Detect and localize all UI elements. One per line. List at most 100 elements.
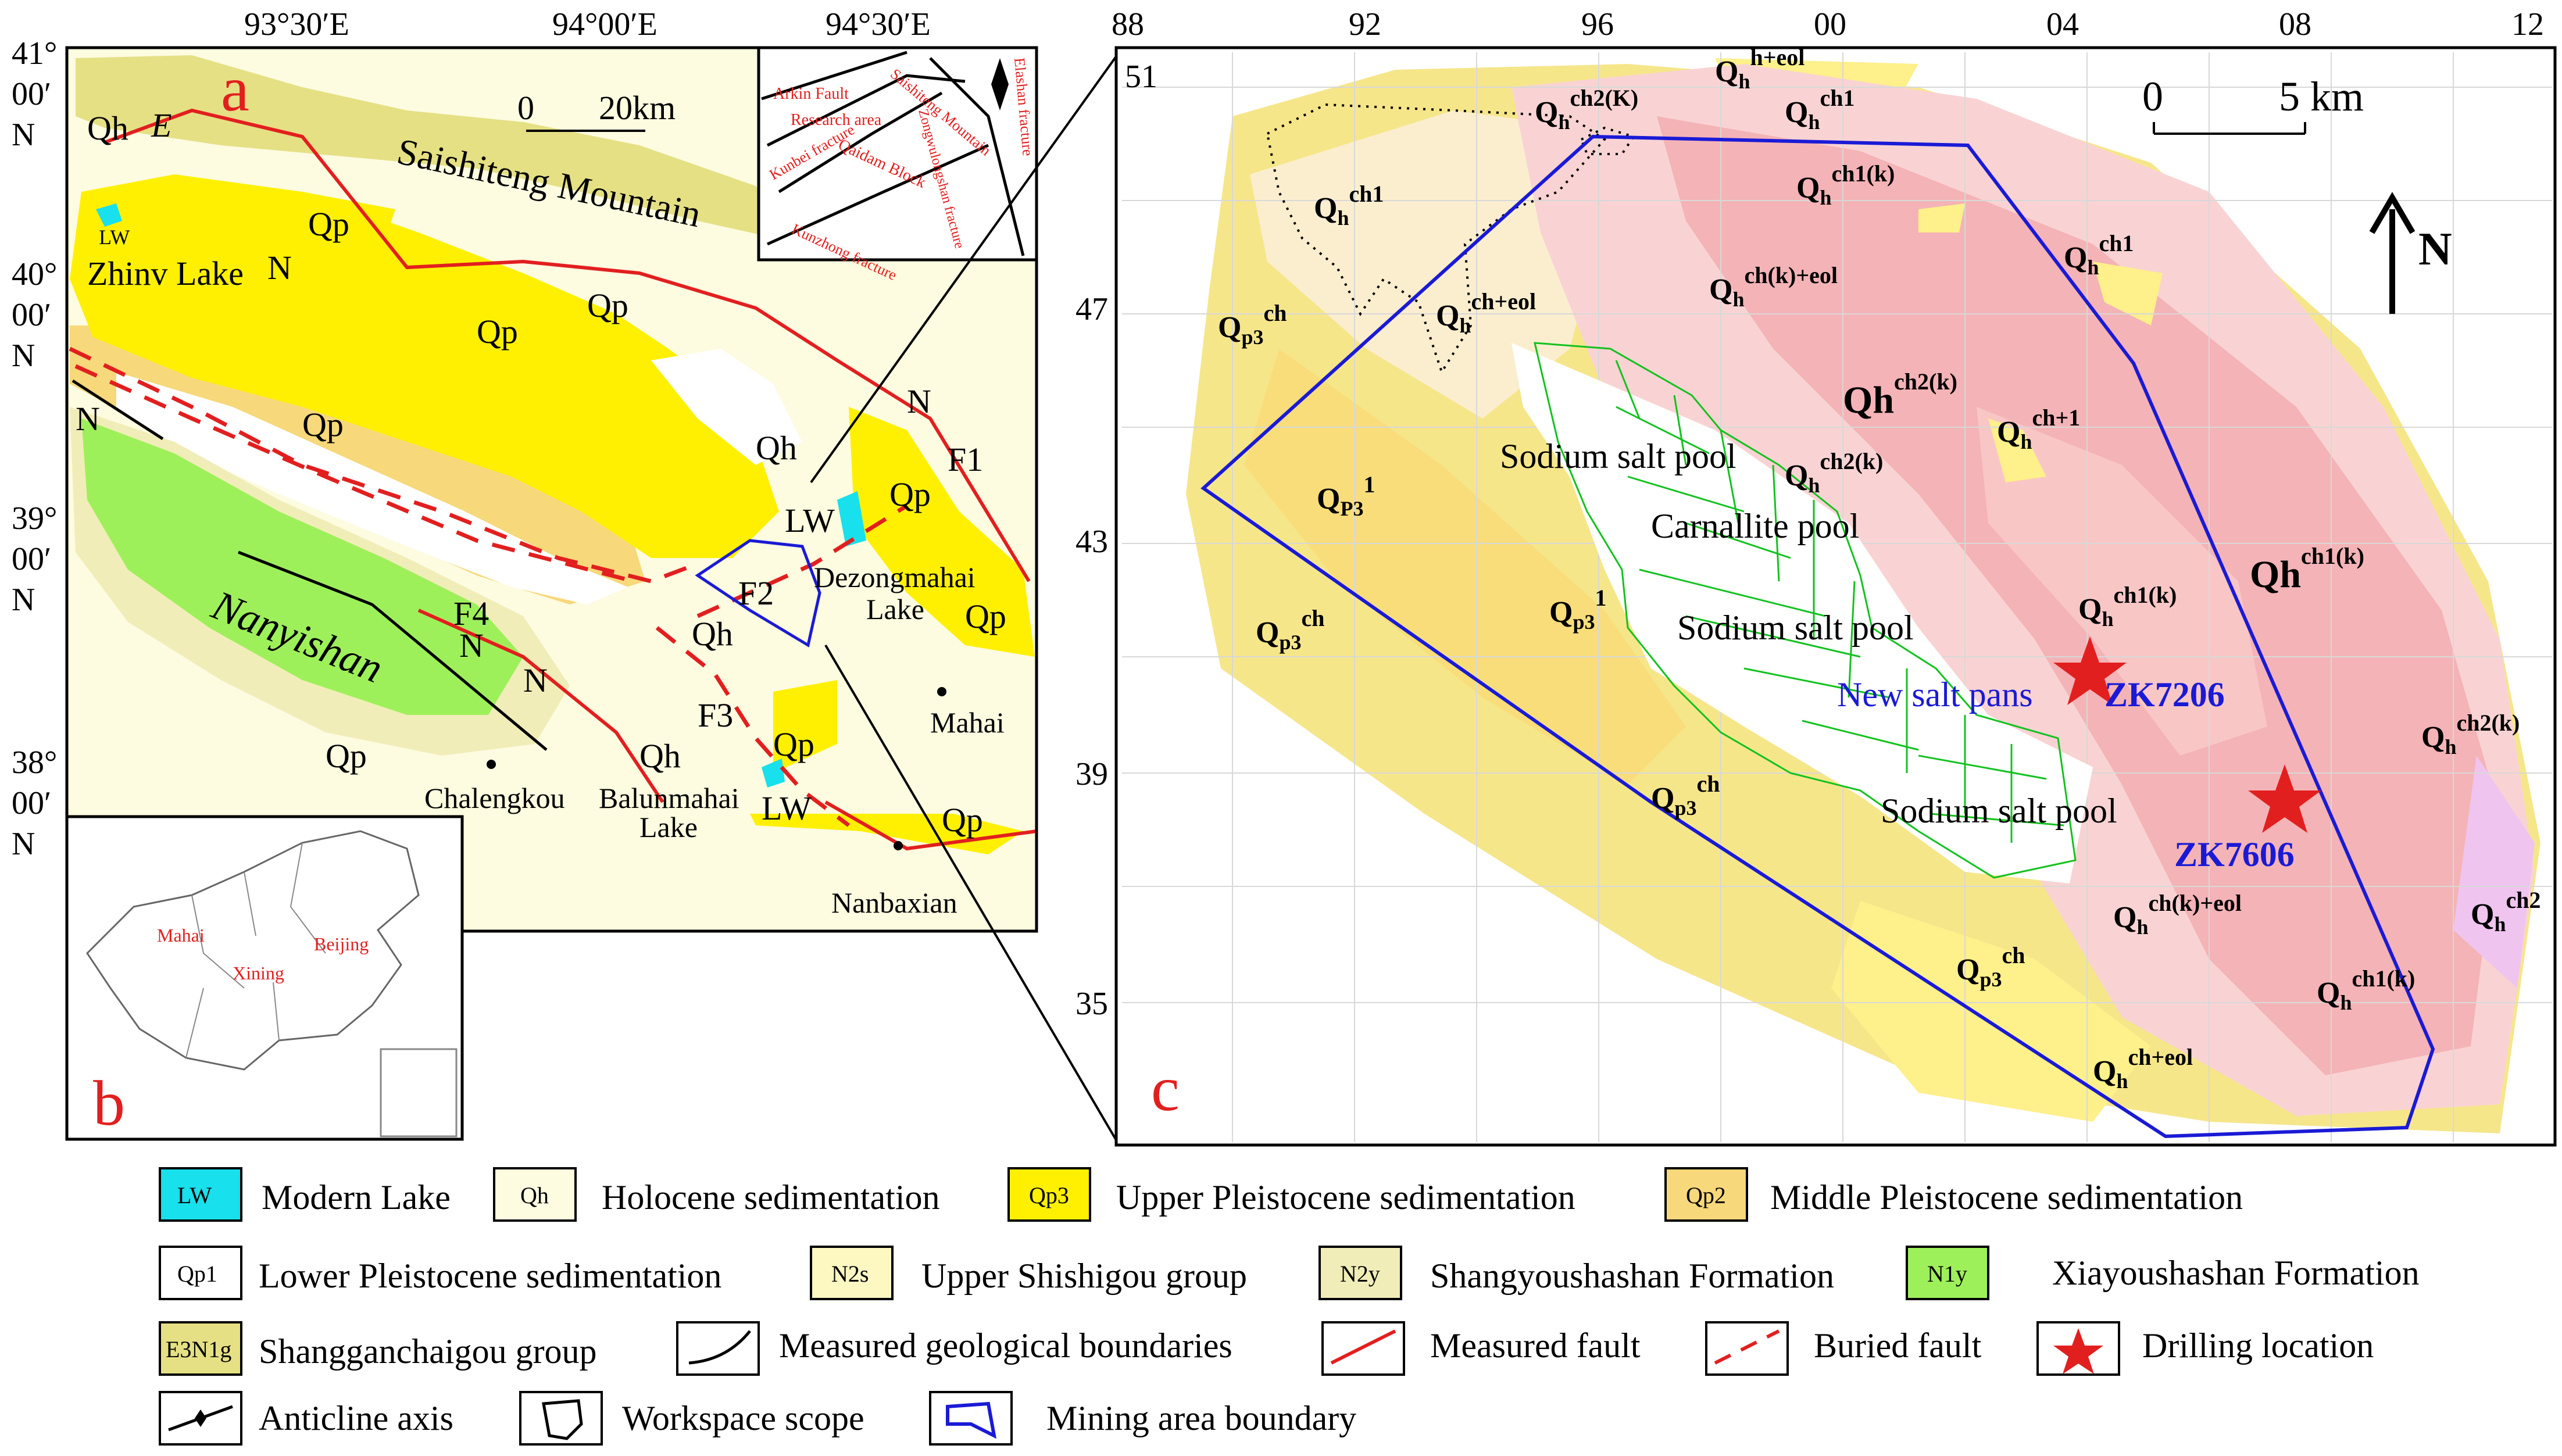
legend-label: Modern Lake — [262, 1178, 451, 1217]
svg-text:Qp3ch: Qp3ch — [1256, 605, 1324, 654]
unit-label-c: QP31 — [1317, 471, 1375, 520]
unit-label-e3n1g: E — [151, 106, 171, 144]
svg-text:Qhch2(k): Qhch2(k) — [1843, 369, 1957, 421]
svg-text:Qhch+eol: Qhch+eol — [1436, 288, 1536, 337]
label-beijing: Beijing — [314, 933, 369, 954]
label-balunmahai-lake: Lake — [639, 811, 698, 843]
unit-label-n1y: N — [76, 400, 100, 438]
legend-swatch-lw — [159, 1167, 242, 1222]
workspace-dotted-outline — [1266, 103, 1607, 375]
label-xining: Xining — [233, 963, 284, 983]
panel-a: Arkin Fault Saishiteng Mountain Research… — [12, 6, 1038, 933]
label-zk7206: ZK7206 — [2104, 675, 2225, 714]
legend-swatch-boundary — [676, 1321, 760, 1376]
unit-label-c: Qhch+1 — [1997, 405, 2080, 453]
unit-qh-ch1-patch — [2093, 262, 2163, 325]
unit-label-c: Qhch1 — [1785, 85, 1854, 134]
legend-label: Drilling location — [2142, 1326, 2374, 1365]
unit-label-n2s: N — [907, 382, 931, 420]
legend-label: Holocene sedimentation — [602, 1178, 939, 1217]
unit-label-c: Qp3ch — [1256, 605, 1324, 654]
label-zk7606: ZK7606 — [2174, 835, 2295, 874]
panel-c-letter: c — [1151, 1053, 1180, 1124]
label-balunmahai: Balunmahai — [599, 782, 739, 814]
unit-label-lw: LW — [785, 502, 835, 539]
legend-symbol: Qh — [520, 1182, 549, 1208]
legend-label: Measured fault — [1430, 1326, 1641, 1365]
legend-swatch-qp2 — [1664, 1167, 1748, 1222]
x-tick-92: 92 — [1349, 6, 1381, 42]
inset-tectonic-map: Arkin Fault Saishiteng Mountain Research… — [757, 46, 1038, 284]
x-tick-04: 04 — [2046, 6, 2079, 42]
unit-qp3-area — [302, 192, 395, 244]
panel-a-scale-label: 20km — [599, 89, 676, 127]
unit-label-lw: LW — [99, 226, 130, 249]
lat-tick-38-deg: 38° — [12, 745, 57, 781]
x-tick-00: 00 — [1814, 6, 1846, 42]
legend-swatch-e3n1g — [159, 1321, 242, 1376]
unit-qp3-area — [70, 174, 779, 558]
buried-fault-upper — [74, 364, 634, 584]
unit-qh-ch1-patch — [1988, 418, 2046, 482]
legend-label: Buried fault — [1814, 1326, 1982, 1365]
unit-label-n2y: N — [459, 627, 484, 664]
lake-zhinv — [96, 203, 122, 227]
unit-label-c: Qp3ch — [1651, 771, 1720, 820]
unit-label-c: Qhch2 — [2471, 887, 2540, 936]
svg-text:Qhch1(k): Qhch1(k) — [2078, 582, 2177, 631]
inset-research-label: Research area — [791, 111, 882, 129]
lat-tick-41-deg: 41° — [12, 35, 57, 71]
legend-label: Mining area boundary — [1046, 1399, 1356, 1437]
lake-balunmahai — [762, 759, 785, 788]
legend-label: Shangganchaigou group — [259, 1332, 597, 1371]
salt-pools-grid — [1534, 342, 2077, 879]
unit-label-qp1: Qp — [326, 737, 367, 775]
legend-symbol: N1y — [1927, 1261, 1967, 1287]
x-tick-12: 12 — [2511, 6, 2544, 42]
unit-qh-ch2-area — [2453, 756, 2535, 988]
lon-tick-9330: 93°30′E — [244, 6, 349, 42]
y-tick-43: 43 — [1075, 524, 1108, 560]
legend-label: Middle Pleistocene sedimentation — [1770, 1178, 2243, 1217]
lat-tick-40-hem: N — [12, 338, 35, 374]
label-dezongmahai: Dezongmahai — [814, 561, 976, 593]
svg-text:Qhch(k)+eol: Qhch(k)+eol — [1709, 262, 1838, 311]
fault-label-f1: F1 — [948, 441, 983, 478]
inset-arkin-label: Arkin Fault — [773, 85, 849, 103]
legend-swatch-n1y — [1906, 1246, 1989, 1300]
label-sodium-pool-3: Sodium salt pool — [1881, 792, 2117, 830]
svg-text:Qhch2(k): Qhch2(k) — [1785, 448, 1883, 497]
panel-b-letter: b — [93, 1068, 125, 1139]
panel-c-frame — [1114, 46, 2557, 1147]
y-tick-35: 35 — [1075, 986, 1108, 1022]
fault-label-f4: F4 — [453, 595, 489, 632]
panel-c-scale-label: 5 km — [2279, 73, 2364, 120]
connector-line-bottom — [824, 644, 1120, 1146]
label-mahai-b: Mahai — [157, 925, 205, 946]
unit-label-qh: Qh — [639, 737, 681, 775]
china-outline — [86, 830, 420, 1071]
salt-pan-area — [1512, 343, 2093, 883]
fault-label-f2: F2 — [738, 574, 774, 612]
lat-tick-38-hem: N — [12, 826, 35, 862]
unit-label-qp3: Qp — [477, 313, 518, 350]
buried-fault-f3 — [655, 626, 851, 827]
svg-text:Qhch1(k): Qhch1(k) — [2250, 543, 2364, 596]
anticline-axis-n1y — [72, 379, 164, 441]
unit-label-qp2: Qp — [302, 406, 344, 443]
legend-swatch-qp3 — [1007, 1167, 1091, 1222]
svg-text:Qhch+1: Qhch+1 — [1997, 405, 2080, 453]
unit-qh-ch1k-area — [1977, 407, 2267, 756]
unit-qh-ch1-patch — [1918, 203, 1965, 232]
lat-tick-40-min: 00′ — [12, 297, 51, 333]
x-tick-88: 88 — [1112, 6, 1144, 42]
unit-label-c: Qhch(k)+eol — [2113, 890, 2242, 939]
unit-label-c: Qp3ch — [1956, 942, 2025, 991]
y-tick-39: 39 — [1075, 756, 1108, 792]
legend-label: Upper Pleistocene sedimentation — [1116, 1178, 1575, 1217]
lake-dezongmahai — [837, 491, 866, 546]
lat-tick-40-deg: 40° — [12, 256, 57, 292]
legend-label: Lower Pleistocene sedimentation — [259, 1257, 721, 1295]
legend-label: Upper Shishigou group — [921, 1257, 1247, 1295]
unit-label-c: Qhch2(K) — [1535, 85, 1638, 134]
